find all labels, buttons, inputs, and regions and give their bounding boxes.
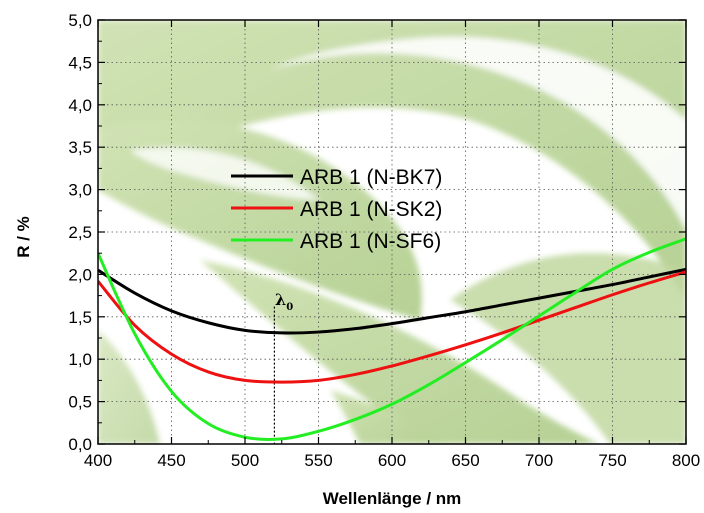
x-tick-label: 700 [525,451,553,470]
x-axis-title: Wellenlänge / nm [323,489,462,508]
x-tick-label: 600 [378,451,406,470]
y-tick-label: 3,5 [68,138,92,157]
series-line [98,267,686,335]
lambda-annotation: λ0 [275,290,293,313]
gridlines [98,20,686,444]
y-tick-label: 0,5 [68,393,92,412]
x-tick-label: 400 [84,451,112,470]
y-tick-label: 1,0 [68,350,92,369]
y-tick-label: 5,0 [68,11,92,30]
x-tick-label: 550 [304,451,332,470]
x-tick-label: 450 [157,451,185,470]
y-tick-label: 0,0 [68,435,92,454]
y-tick-label: 4,5 [68,53,92,72]
legend-label: ARB 1 (N-SK2) [300,198,442,221]
legend-label: ARB 1 (N-BK7) [300,166,442,189]
y-tick-label: 2,5 [68,223,92,242]
series-lines [98,237,686,441]
x-tick-label: 500 [231,451,259,470]
y-tick-label: 3,0 [68,181,92,200]
background-watermark [98,20,686,444]
x-tick-label: 650 [451,451,479,470]
y-axis-title: R / % [14,216,33,258]
axis-ticks [97,19,687,445]
series-line [98,237,686,441]
legend: ARB 1 (N-BK7) ARB 1 (N-SK2) ARB 1 (N-SF6) [231,166,442,253]
x-tick-label: 800 [672,451,700,470]
y-tick-label: 1,5 [68,308,92,327]
series-line [98,270,686,384]
lambda-subscript: 0 [286,302,293,313]
legend-label: ARB 1 (N-SF6) [300,230,441,253]
y-tick-label: 4,0 [68,96,92,115]
y-tick-label: 2,0 [68,265,92,284]
x-tick-label: 750 [598,451,626,470]
lambda-symbol: λ [275,290,286,309]
tick-labels: 400 450 500 550 600 650 700 750 800 0,0 0,5 1,0 1,5 2… [68,11,700,470]
